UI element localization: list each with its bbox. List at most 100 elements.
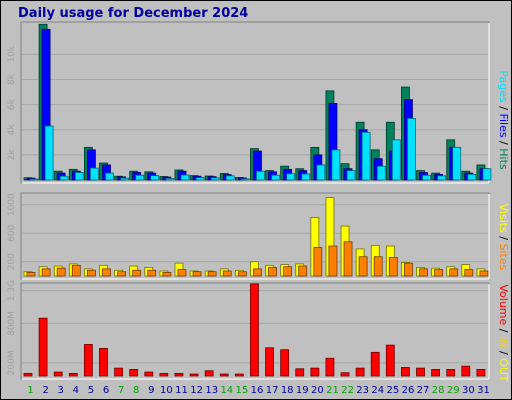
x-tick-label-day-3: 3 (58, 385, 64, 396)
bar-pages-day-1 (29, 178, 39, 181)
bar-pages-day-25 (391, 139, 401, 181)
y-tick-label: 800M (7, 311, 17, 336)
bar-volume-day-14 (219, 373, 229, 377)
bar-pages-day-31 (482, 168, 492, 181)
bar-sites-day-19 (298, 265, 308, 277)
legend-part: / (497, 347, 510, 358)
legend-volume: Volume / IN / OUT (497, 284, 510, 382)
legend-part: Visits (497, 204, 510, 233)
bar-pages-day-19 (301, 173, 311, 181)
bar-pages-day-20 (316, 164, 326, 181)
legend-part: / (497, 103, 510, 114)
bar-sites-day-3 (56, 267, 66, 277)
bar-pages-day-18 (286, 173, 296, 181)
bar-pages-day-15 (240, 178, 250, 181)
x-tick-label-day-26: 26 (402, 385, 415, 396)
bar-volume-day-7 (114, 367, 123, 377)
bar-sites-day-12 (192, 271, 202, 277)
y-tick-label: 6k (7, 98, 17, 110)
bar-volume-day-25 (385, 344, 395, 377)
bar-pages-day-13 (210, 177, 220, 181)
bar-pages-day-6 (105, 172, 114, 181)
y-tick-label: 200 (7, 253, 17, 270)
x-tick-label-day-20: 20 (311, 385, 324, 396)
bar-sites-day-9 (147, 269, 157, 277)
y-tick-label: 1000 (7, 193, 17, 216)
x-tick-label-day-28: 28 (432, 385, 445, 396)
bar-volume-day-6 (99, 347, 108, 377)
bar-pages-day-23 (361, 131, 371, 181)
bar-pages-day-16 (256, 170, 265, 181)
bar-volume-day-31 (476, 369, 486, 377)
bar-pages-day-9 (150, 175, 160, 181)
bar-volume-day-26 (401, 367, 410, 377)
y-tick-label: 8k (7, 73, 17, 85)
bar-volume-day-11 (174, 372, 184, 377)
x-tick-label-day-16: 16 (251, 385, 264, 396)
bar-sites-day-7 (117, 271, 126, 277)
bar-sites-day-23 (358, 256, 368, 277)
bar-volume-day-19 (295, 368, 305, 377)
bar-sites-day-25 (388, 257, 398, 277)
bar-sites-day-22 (343, 241, 353, 277)
x-tick-label-day-11: 11 (175, 385, 188, 396)
x-tick-label-day-24: 24 (371, 385, 384, 396)
legend-part: Files (497, 113, 510, 137)
bar-pages-day-8 (135, 174, 145, 181)
bar-sites-day-27 (419, 268, 428, 277)
bar-volume-day-20 (310, 367, 320, 377)
bar-volume-day-16 (250, 283, 259, 377)
legend-part: IN (497, 336, 510, 347)
x-tick-label-day-2: 2 (42, 385, 48, 396)
bar-sites-day-29 (449, 268, 459, 277)
bar-sites-day-20 (313, 247, 323, 277)
x-tick-label-day-29: 29 (447, 385, 460, 396)
bar-volume-day-22 (340, 372, 350, 377)
bar-sites-day-15 (237, 271, 247, 277)
bar-volume-day-1 (23, 372, 33, 377)
bar-volume-day-10 (159, 372, 169, 377)
x-tick-label-day-14: 14 (220, 385, 233, 396)
bar-pages-day-30 (467, 173, 477, 181)
legend-part: Volume (497, 284, 510, 325)
x-tick-label-day-25: 25 (387, 385, 400, 396)
bar-sites-day-10 (162, 272, 172, 277)
bar-layer (23, 23, 492, 377)
bar-volume-day-9 (144, 371, 154, 377)
bar-sites-day-18 (283, 266, 293, 277)
bar-sites-day-13 (207, 271, 217, 277)
x-tick-label-day-9: 9 (148, 385, 154, 396)
bar-pages-day-24 (376, 165, 386, 181)
bar-sites-day-14 (222, 270, 232, 277)
bar-volume-day-27 (416, 367, 425, 377)
bar-volume-day-21 (325, 357, 335, 377)
bar-pages-day-12 (195, 177, 205, 181)
legend-part: / (497, 325, 510, 336)
x-tick-label-day-27: 27 (417, 385, 430, 396)
bar-sites-day-8 (132, 269, 142, 277)
bar-sites-day-31 (479, 270, 489, 277)
x-tick-label-day-22: 22 (341, 385, 354, 396)
bar-pages-day-11 (180, 174, 190, 181)
bar-pages-day-26 (407, 118, 416, 181)
x-tick-label-day-15: 15 (236, 385, 249, 396)
bar-pages-day-28 (437, 175, 447, 181)
legend-part: Pages (497, 70, 510, 103)
x-tick-label-day-1: 1 (27, 385, 33, 396)
y-tick-label: 1.3G (7, 280, 17, 301)
bar-volume-day-12 (189, 373, 199, 377)
x-tick-label-day-23: 23 (356, 385, 369, 396)
bar-volume-day-28 (431, 369, 441, 377)
legend-hits-files-pages: Pages / Files / Hits (497, 70, 510, 170)
bar-sites-day-26 (404, 262, 413, 277)
x-tick-label-day-4: 4 (73, 385, 79, 396)
bar-volume-day-2 (38, 317, 48, 377)
bar-sites-day-5 (86, 269, 96, 277)
x-tick-label-day-8: 8 (133, 385, 139, 396)
bar-volume-day-15 (234, 373, 244, 377)
x-tick-label-day-13: 13 (205, 385, 218, 396)
y-tick-label: 200M (7, 350, 17, 375)
bar-pages-day-22 (346, 170, 356, 181)
